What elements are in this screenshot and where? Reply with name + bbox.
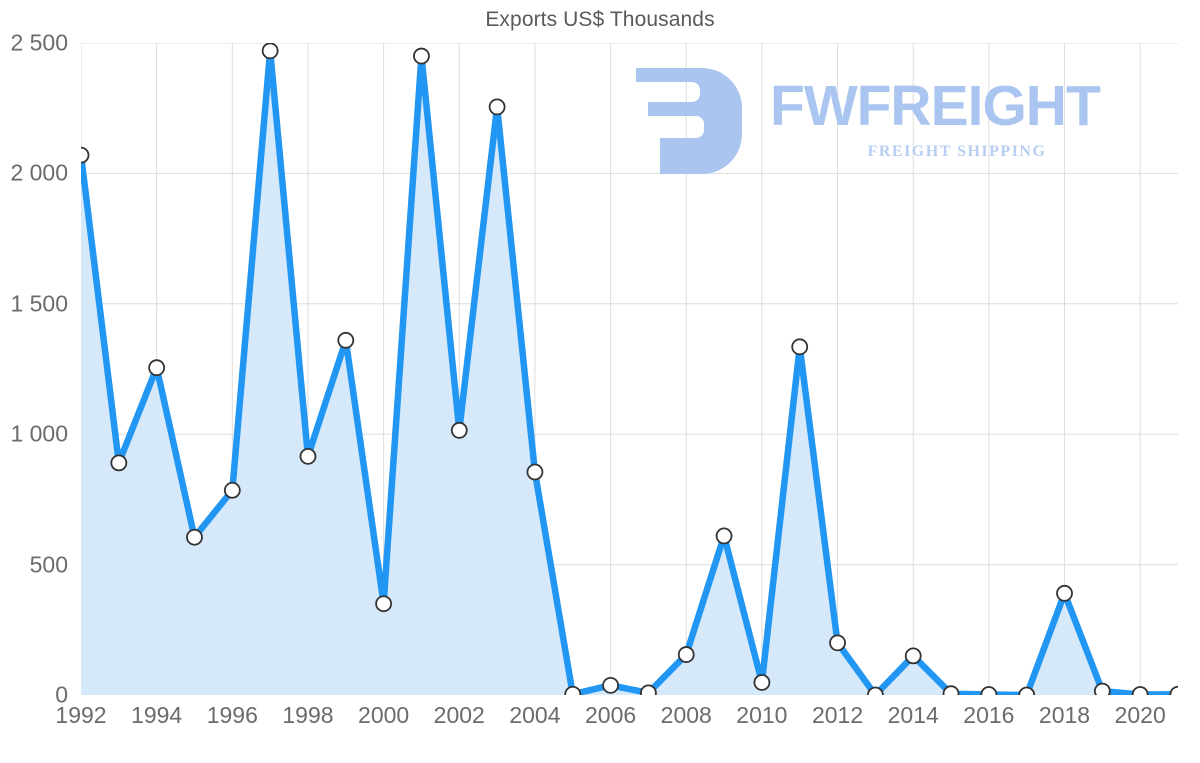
y-axis-tick-label: 500 — [29, 551, 68, 578]
x-axis-tick-label: 2004 — [509, 702, 561, 728]
y-axis-tick-label: 2 000 — [10, 159, 68, 186]
data-point-marker[interactable] — [186, 528, 203, 546]
y-axis: 0 500 1 000 1 500 2 000 2 500 — [0, 0, 68, 763]
data-point-marker[interactable] — [110, 454, 128, 472]
y-axis-tick-label: 2 500 — [10, 29, 68, 56]
y-axis-tick-label: 1 000 — [10, 420, 68, 447]
y-axis-tick-label: 0 — [55, 681, 68, 708]
chart-title: Exports US$ Thousands — [485, 8, 715, 31]
data-point-marker[interactable] — [337, 331, 355, 349]
x-axis-tick-label: 1996 — [206, 702, 258, 728]
data-point-marker[interactable] — [904, 647, 922, 665]
data-point-marker[interactable] — [223, 481, 241, 499]
data-point-marker[interactable] — [299, 447, 317, 465]
chart-svg — [72, 42, 1187, 704]
x-axis-tick-label: 2008 — [660, 702, 712, 728]
data-point-marker[interactable] — [413, 47, 430, 65]
data-point-markers — [72, 42, 1187, 704]
x-axis-tick-label: 2012 — [811, 702, 864, 728]
area-fill — [81, 50, 1178, 695]
x-axis-tick-label: 2018 — [1038, 702, 1091, 728]
x-axis-tick-label: 2000 — [358, 702, 410, 728]
x-axis-tick-label: 2016 — [963, 702, 1015, 728]
data-point-marker[interactable] — [148, 359, 166, 377]
data-point-marker[interactable] — [375, 595, 393, 613]
data-point-marker[interactable] — [1056, 584, 1073, 602]
data-point-marker[interactable] — [261, 42, 279, 60]
x-axis-tick-label: 1994 — [131, 702, 183, 728]
x-axis-tick-label: 2002 — [433, 702, 485, 728]
x-axis-tick-label: 2006 — [584, 702, 637, 728]
x-axis-tick-label: 2014 — [887, 702, 939, 728]
x-axis-tick-label: 2010 — [736, 702, 788, 728]
data-point-marker[interactable] — [450, 421, 468, 439]
data-point-marker[interactable] — [526, 463, 544, 481]
data-point-marker[interactable] — [753, 674, 771, 691]
x-axis-tick-label: 1992 — [55, 702, 107, 728]
data-point-marker[interactable] — [791, 338, 809, 356]
data-point-marker[interactable] — [602, 676, 619, 694]
x-axis-tick-label: 2020 — [1114, 702, 1166, 728]
y-axis-tick-label: 1 500 — [10, 290, 68, 317]
data-point-marker[interactable] — [829, 634, 846, 652]
plot-area — [72, 42, 1187, 704]
data-point-marker[interactable] — [715, 527, 733, 545]
data-point-marker[interactable] — [488, 98, 506, 116]
data-point-marker[interactable] — [677, 646, 695, 663]
x-axis-tick-label: 1998 — [282, 702, 334, 728]
